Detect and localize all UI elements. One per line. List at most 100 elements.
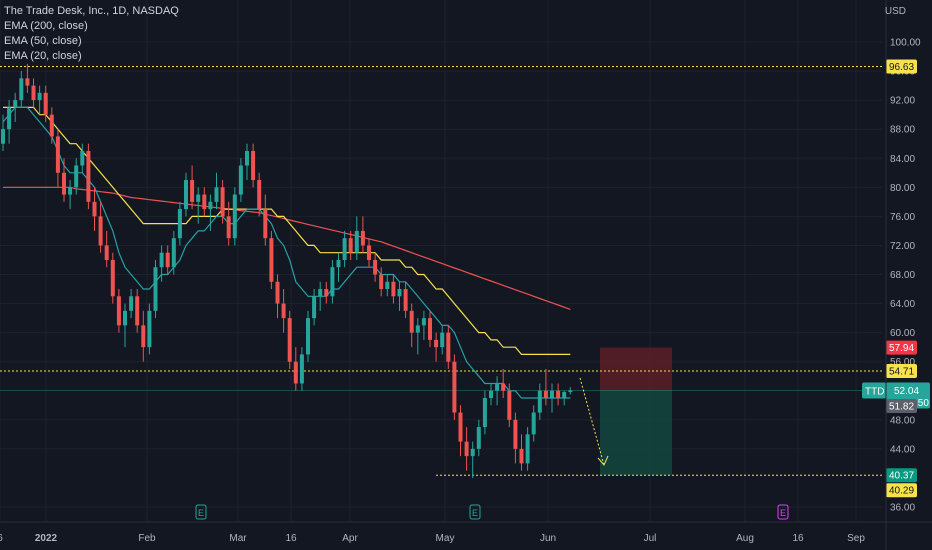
candle-body <box>403 289 408 311</box>
risk-zone[interactable] <box>600 347 672 391</box>
candle-body <box>306 318 310 355</box>
candle-body <box>397 289 402 297</box>
candle-body <box>336 259 341 268</box>
candle-body <box>415 325 420 333</box>
candle-body <box>476 427 481 449</box>
level-tag-40b[interactable]: 40.29 <box>889 486 914 497</box>
candle-body <box>68 187 73 195</box>
horizontal-levels[interactable] <box>0 65 882 476</box>
candle-body <box>92 201 97 217</box>
time-tick-label: Apr <box>342 533 358 544</box>
time-tick-label: 2022 <box>35 533 58 544</box>
candle-body <box>281 303 286 319</box>
level-tag-40b-bg[interactable] <box>886 483 917 498</box>
ticker-tag-bg[interactable] <box>862 382 886 399</box>
ema20-label[interactable]: EMA (20, close) <box>4 50 82 62</box>
candle-body <box>373 259 378 275</box>
level-tag-54[interactable]: 54.71 <box>889 367 914 378</box>
candle-body <box>312 296 317 319</box>
level-tag-57-bg[interactable] <box>886 340 917 355</box>
candle-body <box>568 390 573 393</box>
level-tag-96[interactable]: 96.63 <box>889 62 914 73</box>
candle-body <box>135 296 140 326</box>
candle-body <box>482 398 487 428</box>
currency-label: USD <box>884 6 906 17</box>
candle-body <box>464 441 469 457</box>
candle-body <box>391 281 396 297</box>
projection-arrow <box>579 377 609 466</box>
earnings-marker-label[interactable]: E <box>472 508 478 518</box>
candle-body <box>214 187 219 202</box>
candle-body <box>238 165 243 195</box>
candle-body <box>31 85 36 101</box>
ticker-tag[interactable]: TTD <box>865 386 884 397</box>
candle-body <box>324 289 329 297</box>
candlesticks <box>1 63 573 478</box>
candle-body <box>13 100 18 108</box>
candle-body <box>153 267 158 311</box>
price-tick-label: 56.00 <box>890 357 915 368</box>
reward-zone[interactable] <box>600 390 672 476</box>
current-price-value[interactable]: 52.04 <box>894 386 919 397</box>
candle-body <box>269 238 274 282</box>
candle-body <box>489 390 493 399</box>
candle-body <box>190 180 195 202</box>
candle-body <box>159 252 164 268</box>
candle-body <box>495 383 500 391</box>
candle-body <box>537 390 542 413</box>
price-axis[interactable]: 100.0096.0092.0088.0084.0080.0076.0072.0… <box>862 38 930 514</box>
symbol-title[interactable]: The Trade Desk, Inc., 1D, NASDAQ <box>4 5 179 17</box>
candle-body <box>7 107 12 130</box>
price-tick-label: 44.00 <box>890 444 915 455</box>
candle-body <box>232 194 237 239</box>
candle-body <box>49 114 54 137</box>
level-tag-57[interactable]: 57.94 <box>889 343 914 354</box>
candle-body <box>25 78 30 86</box>
candle-body <box>220 187 225 217</box>
price-tick-label: 72.00 <box>890 241 915 252</box>
candle-body <box>525 434 530 464</box>
level-tag-96-bg[interactable] <box>886 59 917 74</box>
earnings-marker-label[interactable]: E <box>198 508 204 518</box>
level-tag-54-bg[interactable] <box>886 364 917 379</box>
candle-body <box>165 252 170 268</box>
level-tag-40a-bg[interactable] <box>886 468 917 483</box>
candle-body <box>257 180 262 210</box>
candle-body <box>354 230 359 253</box>
candle-body <box>550 390 554 399</box>
arrow-head-icon <box>597 455 609 466</box>
candle-body <box>110 259 115 297</box>
candle-body <box>1 129 5 144</box>
candle-body <box>104 245 109 260</box>
price-tick-label: 92.00 <box>890 96 915 107</box>
candle-body <box>531 412 536 435</box>
prev-close-value[interactable]: 51.82 <box>889 402 914 413</box>
ema50-line <box>3 106 571 355</box>
candle-body <box>543 390 548 399</box>
earnings-marker-icon[interactable] <box>777 504 789 520</box>
candle-body <box>458 412 463 442</box>
candle-body <box>348 238 353 253</box>
candle-body <box>129 296 134 311</box>
level-tag-40a[interactable]: 40.37 <box>889 471 914 482</box>
candle-body <box>409 310 414 333</box>
earnings-marker-icon[interactable] <box>469 504 481 520</box>
candle-body <box>43 92 48 115</box>
candle-body <box>342 238 347 260</box>
price-tick-label: 88.00 <box>890 125 915 136</box>
candle-body <box>519 448 524 464</box>
risk-reward-zones[interactable] <box>600 347 672 476</box>
earnings-marker-icon[interactable] <box>195 504 207 520</box>
ema200-label[interactable]: EMA (200, close) <box>4 20 88 32</box>
candle-body <box>177 209 182 239</box>
candle-body <box>513 419 518 449</box>
candle-body <box>507 390 512 420</box>
earnings-marker-label[interactable]: E <box>780 508 786 518</box>
prev-close-tag-bg[interactable] <box>886 399 917 414</box>
projection-arrow-line <box>579 377 605 466</box>
ema50-label[interactable]: EMA (50, close) <box>4 35 82 47</box>
candle-body <box>385 281 390 290</box>
